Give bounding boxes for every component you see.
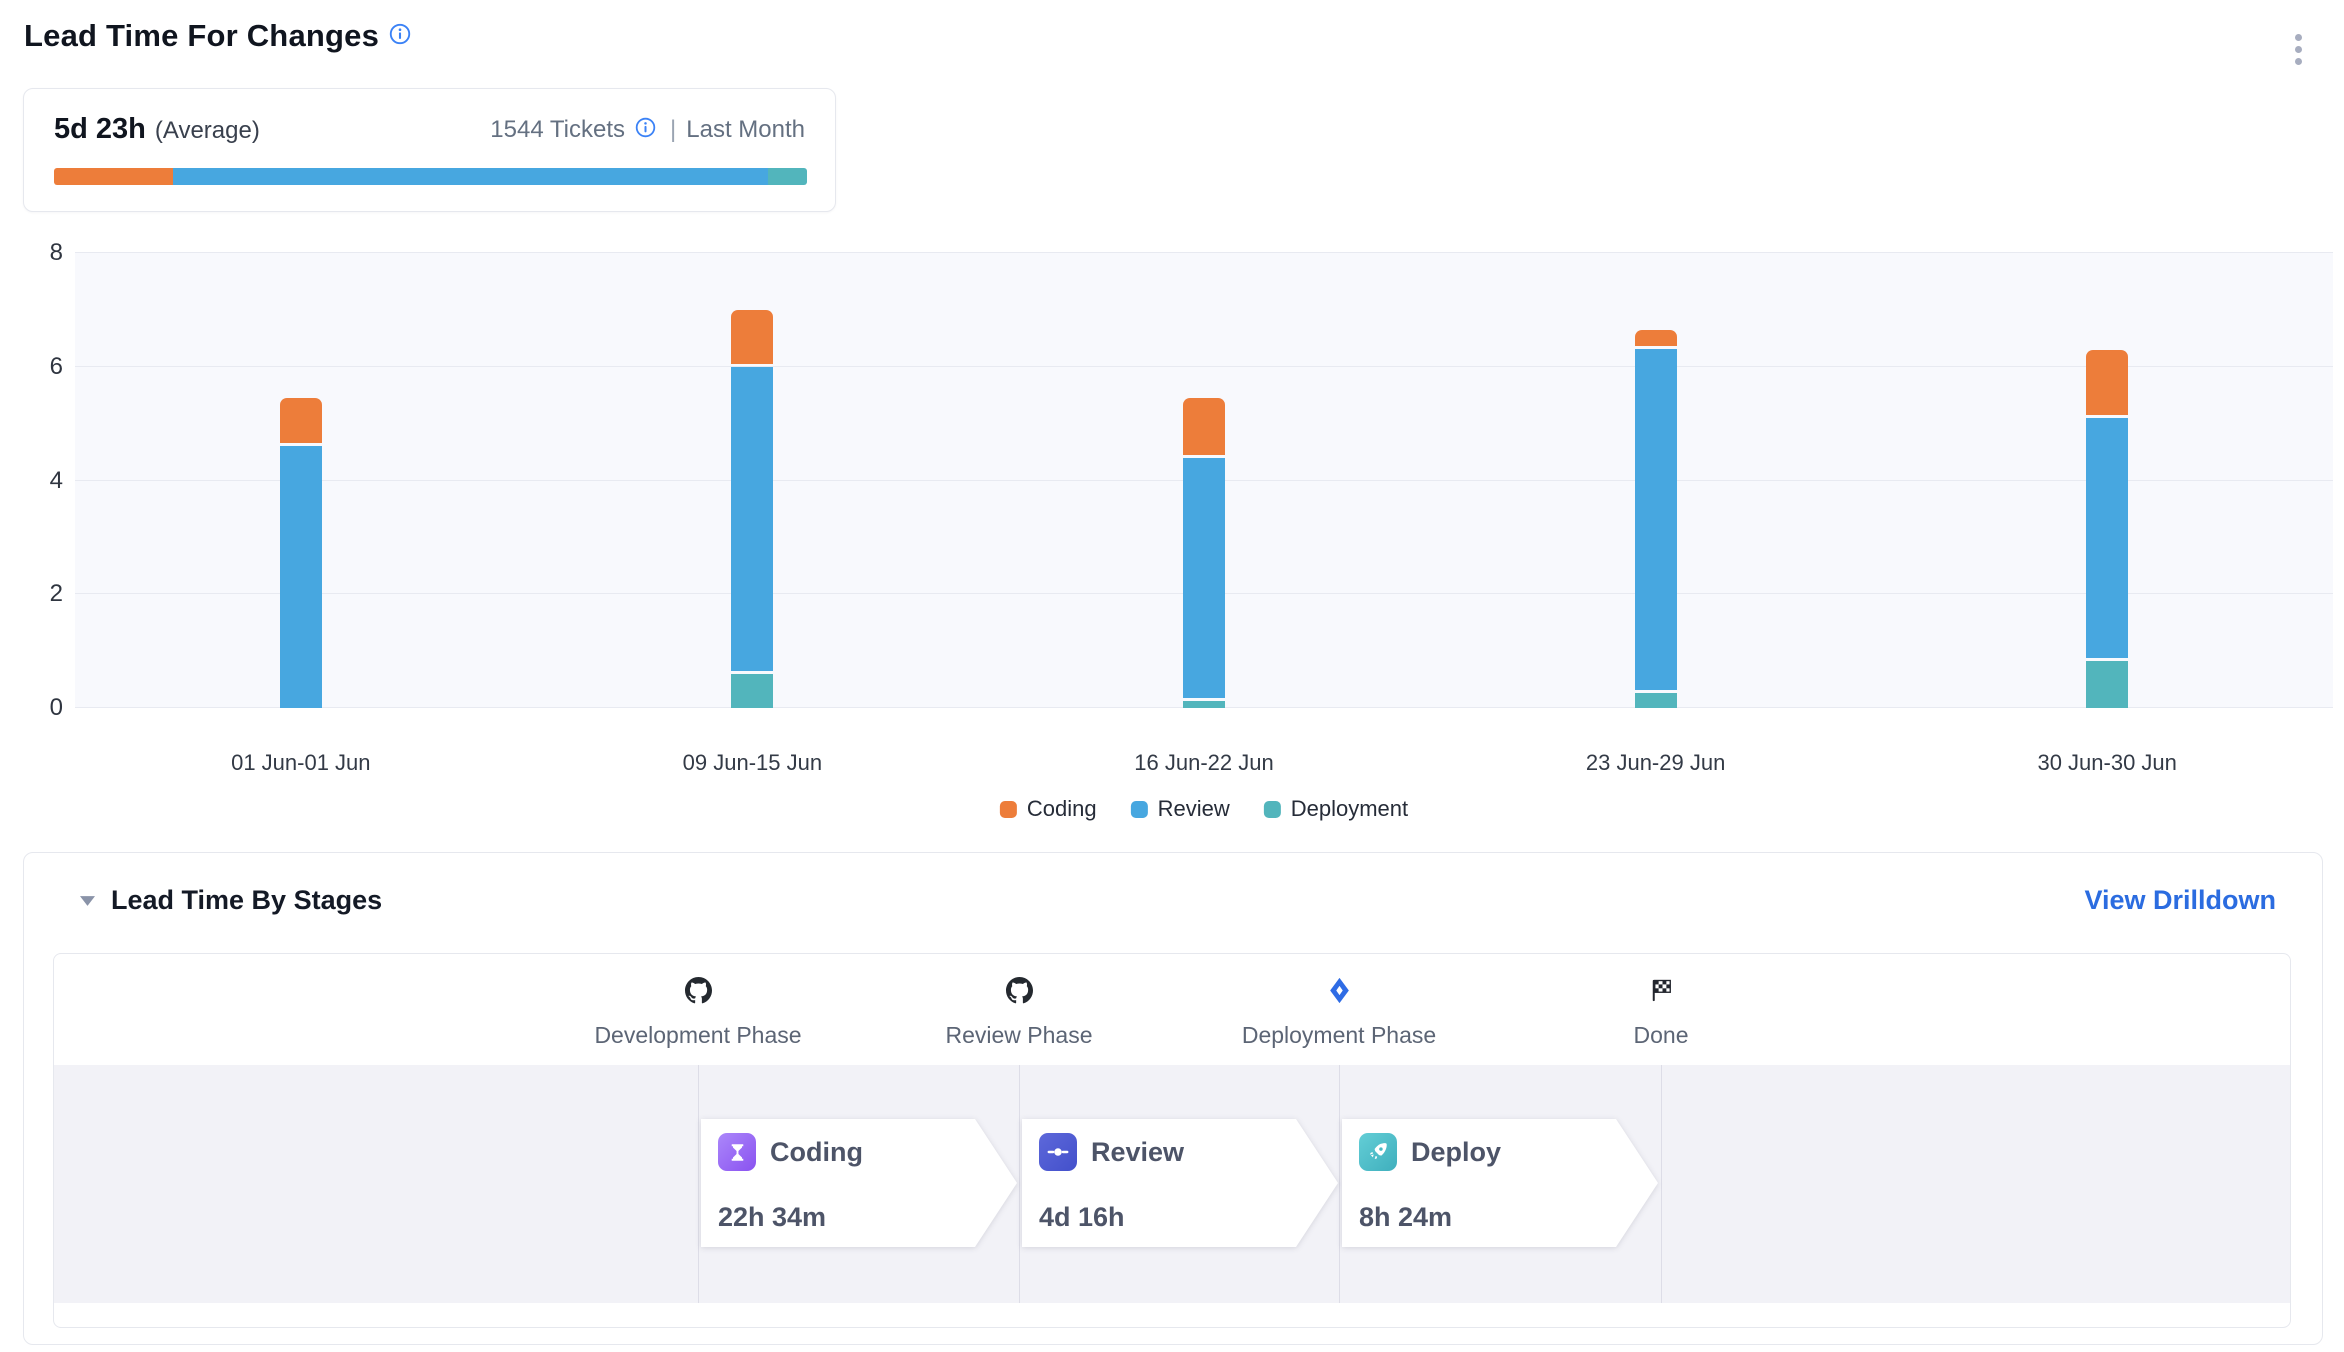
- legend-item-coding[interactable]: Coding: [999, 796, 1097, 822]
- hourglass-icon-chip: [718, 1133, 756, 1171]
- x-axis-label: 23 Jun-29 Jun: [1585, 750, 1726, 775]
- legend-label: Review: [1157, 796, 1230, 821]
- stage-label: Deploy: [1411, 1136, 1502, 1167]
- github-icon: [1005, 976, 1033, 1003]
- column-divider: [698, 1065, 699, 1303]
- stage-label: Review: [1091, 1136, 1185, 1167]
- chart-bar-3[interactable]: [1183, 253, 1225, 708]
- bar-segment: [1634, 348, 1677, 690]
- lead-time-bar-chart: 8 6 4 2 0 01 Jun-01 Jun 09 Jun-15 Jun 16 Jun-22…: [50, 239, 2333, 821]
- bar-segment: [731, 673, 774, 708]
- progress-segment-coding: [54, 168, 173, 185]
- tickets-info-icon[interactable]: [635, 117, 656, 143]
- title-info-icon[interactable]: [389, 23, 411, 50]
- bar-segment: [731, 309, 774, 364]
- stages-row: Coding 22h 34m Review 4d 16h Deploy 8h 24m: [54, 1065, 2290, 1303]
- legend-item-review[interactable]: Review: [1130, 796, 1230, 822]
- bar-segment: [2086, 417, 2129, 659]
- column-divider: [1661, 1065, 1662, 1303]
- chart-bar-5[interactable]: [2086, 253, 2129, 708]
- rocket-icon: [1367, 1141, 1389, 1163]
- lead-time-distribution-bar: [54, 168, 807, 185]
- rocket-icon-chip: [1359, 1133, 1397, 1171]
- commit-icon: [1047, 1141, 1069, 1163]
- divider: |: [670, 115, 677, 143]
- legend-label: Coding: [1026, 796, 1097, 821]
- chart-bar-4[interactable]: [1634, 253, 1677, 708]
- stage-card-review[interactable]: Review 4d 16h: [1022, 1119, 1338, 1247]
- phase-label: Done: [1633, 1022, 1689, 1048]
- progress-segment-review: [172, 168, 768, 185]
- phase-header-done: Done: [1541, 974, 1781, 1049]
- hourglass-icon: [727, 1142, 748, 1163]
- phase-label: Review Phase: [945, 1022, 1093, 1048]
- collapse-caret-icon[interactable]: [80, 895, 95, 906]
- x-axis-label: 16 Jun-22 Jun: [1134, 750, 1274, 775]
- phase-header-development-phase: Development Phase: [578, 974, 818, 1049]
- legend-label: Deployment: [1290, 796, 1409, 821]
- x-axis-label: 30 Jun-30 Jun: [2037, 750, 2177, 775]
- bar-segment: [1183, 398, 1225, 455]
- bar-segment: [1634, 692, 1677, 708]
- bar-segment: [279, 398, 322, 444]
- stage-label: Coding: [770, 1136, 863, 1167]
- y-axis-tick: 2: [49, 580, 63, 608]
- lead-time-by-stages-card: Lead Time By Stages View Drilldown Devel…: [23, 852, 2323, 1345]
- bar-segment: [279, 446, 322, 708]
- legend-swatch: [1263, 800, 1281, 818]
- column-divider: [1339, 1065, 1340, 1303]
- bar-segment: [731, 366, 774, 671]
- phase-header-deployment-phase: Deployment Phase: [1219, 974, 1459, 1049]
- legend-item-deployment[interactable]: Deployment: [1263, 796, 1409, 822]
- column-divider: [1019, 1065, 1020, 1303]
- x-axis-label: 01 Jun-01 Jun: [231, 750, 371, 775]
- stage-duration: 8h 24m: [1359, 1202, 1453, 1232]
- kebab-menu-icon[interactable]: [2295, 34, 2302, 65]
- stage-card-deploy[interactable]: Deploy 8h 24m: [1342, 1119, 1658, 1247]
- github-icon: [684, 976, 712, 1003]
- stage-duration: 22h 34m: [718, 1202, 827, 1232]
- diamond-icon: [1329, 977, 1349, 1003]
- chart-bar-1[interactable]: [279, 253, 322, 708]
- phase-label: Development Phase: [594, 1022, 802, 1048]
- page-header: Lead Time For Changes: [24, 18, 411, 54]
- y-axis-tick: 8: [49, 239, 63, 266]
- gridline: [75, 365, 2333, 367]
- chart-legend: Coding Review Deployment: [999, 796, 1409, 822]
- stages-table: Development Phase Review Phase Deployment …: [53, 953, 2291, 1328]
- average-label: (Average): [154, 117, 260, 144]
- tickets-count: 1544 Tickets: [490, 115, 626, 143]
- stage-duration: 4d 16h: [1039, 1202, 1125, 1232]
- phase-header-review-phase: Review Phase: [899, 974, 1139, 1049]
- checkered-flag-icon: [1652, 979, 1671, 1001]
- y-axis-tick: 4: [49, 466, 63, 494]
- average-lead-time-value: 5d 23h: [54, 113, 146, 145]
- period-label: Last Month: [686, 115, 805, 143]
- chart-bar-2[interactable]: [731, 253, 774, 708]
- progress-segment-deployment: [767, 168, 807, 185]
- summary-card: 5d 23h (Average) 1544 Tickets | Last Mon…: [23, 88, 836, 212]
- y-axis-tick: 6: [49, 352, 63, 380]
- stage-card-coding[interactable]: Coding 22h 34m: [701, 1119, 1017, 1247]
- bar-segment: [1634, 329, 1677, 346]
- phase-label: Deployment Phase: [1241, 1022, 1437, 1048]
- bar-segment: [2086, 350, 2129, 415]
- legend-swatch: [999, 800, 1017, 818]
- legend-swatch: [1130, 800, 1148, 818]
- gridline: [75, 252, 2333, 253]
- page-title: Lead Time For Changes: [24, 18, 380, 53]
- commit-icon-chip: [1039, 1133, 1077, 1171]
- view-drilldown-link[interactable]: View Drilldown: [2084, 885, 2276, 915]
- y-axis-tick: 0: [49, 694, 63, 721]
- stages-section-title: Lead Time By Stages: [111, 885, 383, 915]
- bar-segment: [1183, 457, 1225, 699]
- bar-segment: [1183, 701, 1225, 708]
- bar-segment: [2086, 661, 2129, 708]
- x-axis-label: 09 Jun-15 Jun: [682, 750, 823, 775]
